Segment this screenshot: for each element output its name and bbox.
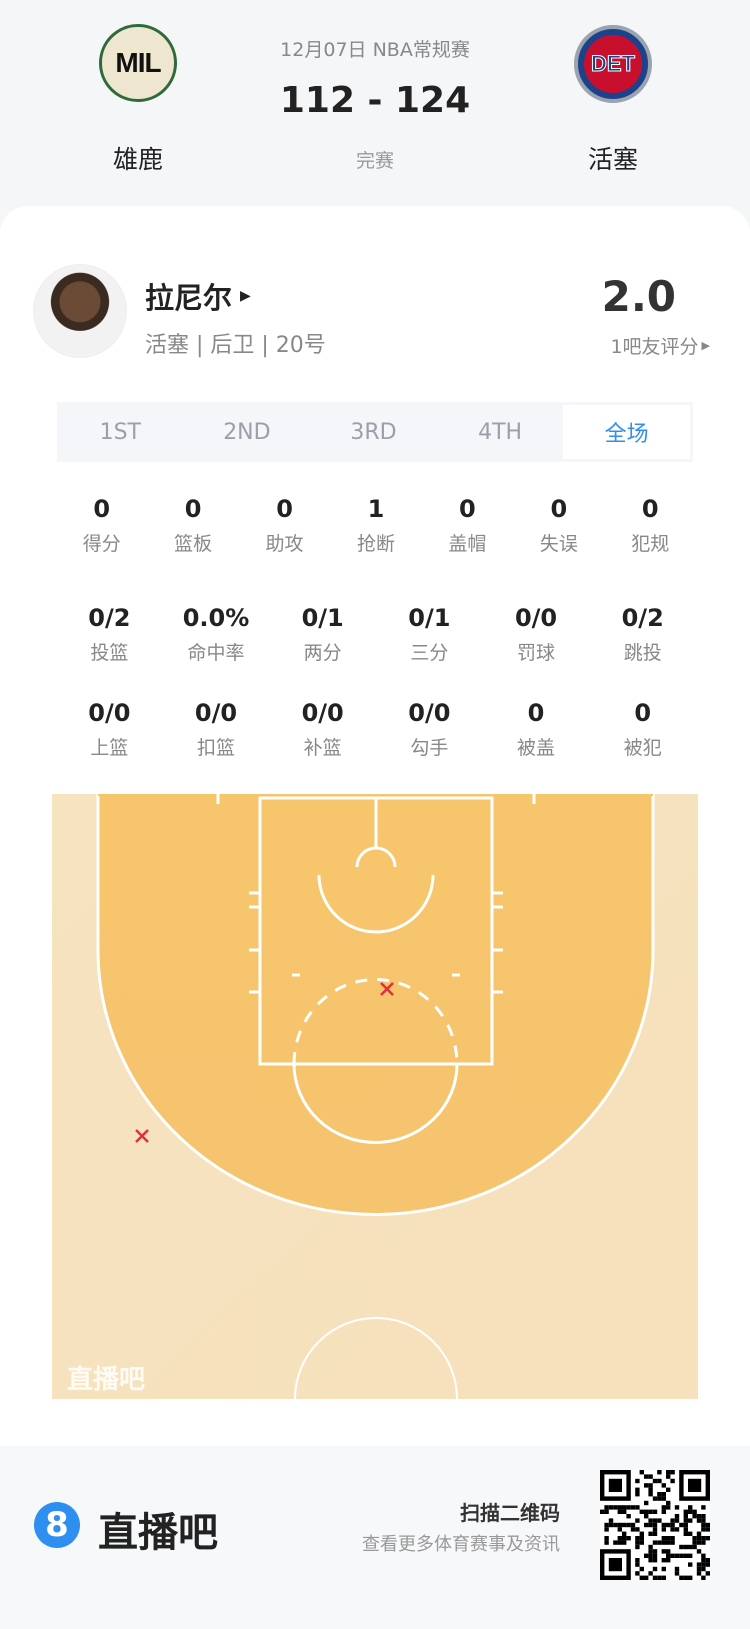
period-tabs: 1ST 2ND 3RD 4TH 全场 [57, 402, 693, 462]
rim [355, 846, 397, 868]
home-team-logo: MIL [99, 24, 177, 102]
stat-label: 篮板 [174, 533, 213, 555]
match-status: 完赛 [355, 150, 395, 172]
stat-cell: 0.0% 命中率 [163, 602, 270, 665]
stat-label: 命中率 [187, 642, 245, 664]
stat-value: 0/2 [621, 604, 664, 632]
stat-cell: 0/0 扣篮 [163, 697, 270, 760]
missed-shot-marker [380, 982, 394, 996]
qr-code [600, 1470, 710, 1580]
stat-cell: 0/0 上篮 [56, 697, 163, 760]
stat-label: 得分 [82, 533, 121, 555]
stat-cell: 0/0 补篮 [269, 697, 376, 760]
stat-value: 0/2 [88, 604, 131, 632]
stat-value: 0/1 [301, 604, 344, 632]
stat-cell: 0/1 三分 [376, 602, 483, 665]
free-throw-circle-top [292, 978, 459, 1065]
stat-value: 0 [459, 495, 476, 523]
court-watermark: 直播吧 [67, 1365, 145, 1395]
match-score: 112 - 124 [279, 80, 471, 121]
stat-value: 1 [367, 495, 385, 523]
stat-label: 犯规 [631, 533, 670, 555]
stat-value: 0 [550, 495, 568, 523]
tab-full-game[interactable]: 全场 [563, 405, 690, 459]
stat-label: 助攻 [265, 533, 304, 555]
stat-label: 被犯 [623, 737, 662, 759]
stat-value: 0/0 [194, 699, 238, 727]
tab-1st[interactable]: 1ST [99, 419, 141, 445]
rating-link[interactable]: 1吧友评分 ▶ [610, 336, 710, 358]
stat-label: 上篮 [90, 737, 129, 759]
player-name-link[interactable]: 拉尼尔 ▶ [145, 281, 251, 315]
stat-cell: 0/2 投篮 [56, 602, 163, 665]
caret-right-icon: ▶ [240, 288, 251, 304]
stat-cell: 0 被犯 [589, 697, 696, 760]
player-info: 活塞 | 后卫 | 20号 [145, 333, 326, 358]
qr-subtitle: 查看更多体育赛事及资讯 [362, 1534, 560, 1555]
three-point-area [96, 794, 655, 1216]
stat-label: 补篮 [303, 737, 342, 759]
brand-logo-icon: 8 [34, 1502, 80, 1548]
stat-cell: 0/1 两分 [269, 602, 376, 665]
stat-label: 勾手 [410, 737, 449, 759]
qr-title: 扫描二维码 [460, 1501, 560, 1525]
stat-value: 0 [276, 495, 293, 523]
stat-value: 0/0 [88, 699, 131, 727]
stats-row-shooting: 0/2 投篮 0.0% 命中率 0/1 两分 0/1 三分 0/0 罚球 0/2 跳投 [56, 602, 696, 665]
stat-label: 抢断 [356, 533, 395, 555]
away-team-name: 活塞 [587, 145, 639, 174]
stat-label: 罚球 [517, 642, 556, 664]
stat-cell: 0 失误 [513, 493, 604, 556]
stat-value: 0 [93, 495, 111, 523]
stat-label: 投篮 [90, 642, 129, 664]
stat-value: 0/0 [408, 699, 451, 727]
stat-cell: 0/0 勾手 [376, 697, 483, 760]
stat-label: 扣篮 [197, 737, 236, 759]
restricted-area-arc [317, 874, 435, 934]
stat-value: 0 [527, 699, 545, 727]
player-rating: 2.0 [601, 272, 676, 321]
free-throw-circle-bottom [292, 1063, 459, 1144]
stat-value: 0 [634, 699, 652, 727]
stat-value: 0.0% [182, 604, 250, 632]
stat-value: 0/0 [514, 604, 558, 632]
center-circle [294, 1317, 458, 1399]
tab-3rd[interactable]: 3RD [350, 419, 397, 445]
stat-cell: 0/0 罚球 [483, 602, 590, 665]
stats-row-shot-types: 0/0 上篮 0/0 扣篮 0/0 补篮 0/0 勾手 0 被盖 0 被犯 [56, 697, 696, 760]
missed-shot-marker [135, 1129, 149, 1143]
stat-cell: 1 抢断 [330, 493, 421, 556]
player-avatar [33, 264, 127, 358]
stat-value: 0/0 [301, 699, 344, 727]
stat-cell: 0 篮板 [147, 493, 238, 556]
stat-cell: 0 被盖 [483, 697, 590, 760]
caret-right-icon: ▶ [701, 339, 710, 352]
stat-label: 盖帽 [448, 533, 487, 555]
away-team-logo: DET [574, 25, 652, 103]
stat-cell: 0 助攻 [239, 493, 330, 556]
stat-label: 被盖 [517, 737, 556, 759]
stat-cell: 0 盖帽 [422, 493, 513, 556]
stat-label: 失误 [539, 533, 578, 555]
stat-label: 三分 [410, 642, 449, 664]
match-date-league: 12月07日 NBA常规赛 [280, 39, 470, 61]
stats-row-basic: 0 得分 0 篮板 0 助攻 1 抢断 0 盖帽 0 失误 0 犯规 [56, 493, 696, 556]
home-team-name: 雄鹿 [112, 145, 164, 174]
brand-name: 直播吧 [98, 1510, 218, 1556]
tab-4th[interactable]: 4TH [478, 419, 523, 445]
stat-label: 两分 [303, 642, 342, 664]
tab-2nd[interactable]: 2ND [223, 419, 271, 445]
stat-cell: 0/2 跳投 [589, 602, 696, 665]
stat-value: 0 [641, 495, 659, 523]
shot-chart-court: 直播吧 [52, 794, 698, 1399]
stat-label: 跳投 [623, 642, 662, 664]
stat-value: 0/1 [408, 604, 451, 632]
stat-cell: 0 犯规 [605, 493, 696, 556]
stat-cell: 0 得分 [56, 493, 147, 556]
stat-value: 0 [184, 495, 202, 523]
